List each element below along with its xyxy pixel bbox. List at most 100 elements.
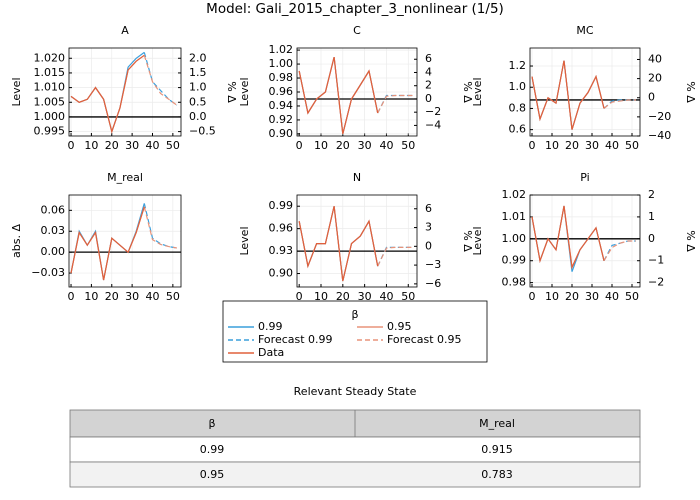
x-tick-label: 10 (84, 139, 98, 152)
x-tick-label: 40 (379, 139, 393, 152)
x-tick-label: 50 (625, 139, 639, 152)
plot-frame (529, 47, 641, 137)
x-tick-label: 40 (605, 290, 619, 303)
y-tick-label: 0.98 (269, 71, 294, 84)
y2-axis-label: % Δ (461, 230, 474, 252)
x-tick-label: 40 (605, 139, 619, 152)
x-tick-label: 30 (585, 290, 599, 303)
plot-frame (68, 47, 182, 137)
y-tick-label: 1.0 (509, 80, 527, 93)
y-axis-label: Level (471, 226, 484, 255)
table-header-cell: M_real (479, 417, 515, 430)
x-tick-label: 50 (166, 139, 180, 152)
series-line (143, 206, 178, 249)
x-tick-label: 30 (585, 139, 599, 152)
y2-tick-label: −0.5 (189, 125, 216, 138)
y-tick-label: 0.99 (502, 254, 527, 267)
y-tick-label: 1.00 (502, 232, 527, 245)
x-tick-label: 20 (565, 290, 579, 303)
x-tick-label: 40 (379, 290, 393, 303)
x-tick-label: 20 (565, 139, 579, 152)
y-tick-label: 0.6 (509, 123, 527, 136)
series-line (70, 54, 145, 134)
y-tick-label: 1.02 (269, 43, 294, 56)
y-tick-label: 0.90 (269, 127, 294, 140)
legend-title: β (351, 308, 358, 321)
series-line (70, 203, 145, 281)
legend-label: Forecast 0.99 (258, 333, 333, 346)
y2-tick-label: 1.0 (189, 81, 207, 94)
y-tick-label: 0.96 (269, 222, 294, 235)
x-tick-label: 30 (358, 139, 372, 152)
y-tick-label: 1.015 (34, 66, 66, 79)
y2-axis-label: % Δ (461, 81, 474, 103)
x-tick-label: 50 (401, 139, 415, 152)
series-line (531, 205, 605, 270)
y2-tick-label: 40 (648, 52, 662, 65)
y-tick-label: 0.90 (269, 267, 294, 280)
subplot-title: N (353, 171, 361, 184)
y2-tick-label: 1.5 (189, 66, 207, 79)
series-line (70, 206, 145, 281)
subplot-title: MC (576, 24, 593, 37)
y2-tick-label: 0.0 (189, 110, 207, 123)
y-tick-label: 0.06 (41, 203, 66, 216)
y2-tick-label: 6 (425, 52, 432, 65)
series-line (298, 56, 379, 135)
y-tick-label: 1.000 (34, 110, 66, 123)
x-tick-label: 20 (336, 290, 350, 303)
y-tick-label: 0.99 (269, 199, 294, 212)
y-axis-label: Level (471, 77, 484, 106)
legend-label: Data (258, 346, 284, 359)
y2-tick-label: 0 (648, 91, 655, 104)
y2-tick-label: −40 (648, 129, 671, 142)
x-tick-label: 0 (68, 290, 75, 303)
series-line (143, 55, 178, 106)
legend-label: 0.99 (258, 320, 283, 333)
y2-tick-label: 0 (425, 92, 432, 105)
y2-tick-label: 2 (648, 188, 655, 201)
x-tick-label: 40 (145, 290, 159, 303)
x-tick-label: 40 (145, 139, 159, 152)
y2-tick-label: −20 (648, 110, 671, 123)
page-title: Model: Gali_2015_chapter_3_nonlinear (1/… (206, 1, 504, 17)
series-line (298, 206, 379, 282)
x-tick-label: 20 (105, 290, 119, 303)
series-line (377, 246, 413, 267)
y-tick-label: −0.03 (31, 266, 65, 279)
table-title: Relevant Steady State (294, 385, 417, 398)
y-tick-label: 1.010 (34, 81, 66, 94)
x-tick-label: 10 (84, 290, 98, 303)
plot-frame (296, 194, 418, 288)
y-tick-label: 1.00 (269, 57, 294, 70)
x-tick-label: 10 (314, 290, 328, 303)
series-line (143, 203, 178, 249)
x-tick-label: 0 (529, 139, 536, 152)
series-line (70, 54, 145, 134)
x-tick-label: 30 (125, 290, 139, 303)
y-tick-label: 0.94 (269, 99, 294, 112)
y-tick-label: 0.995 (34, 125, 66, 138)
y-axis-label: Level (238, 226, 251, 255)
plot-frame (296, 47, 418, 137)
y-axis-label: Level (238, 77, 251, 106)
x-tick-label: 30 (358, 290, 372, 303)
x-tick-label: 0 (296, 290, 303, 303)
y-tick-label: 0.96 (269, 85, 294, 98)
y2-tick-label: −4 (425, 118, 441, 131)
y-tick-label: 1.2 (509, 59, 527, 72)
table-cell: 0.783 (481, 468, 513, 481)
subplot-title: A (121, 24, 129, 37)
y-tick-label: 0.8 (509, 101, 527, 114)
table-header-cell: β (208, 417, 215, 430)
x-tick-label: 0 (68, 139, 75, 152)
series-line (531, 60, 605, 130)
y2-axis-label: % Δ (684, 230, 697, 252)
y-axis-label: abs. Δ (10, 224, 23, 258)
subplot-title: Pi (580, 171, 589, 184)
y2-tick-label: 2 (425, 79, 432, 92)
y2-tick-label: 0 (648, 232, 655, 245)
x-tick-label: 10 (314, 139, 328, 152)
series-line (603, 240, 636, 262)
